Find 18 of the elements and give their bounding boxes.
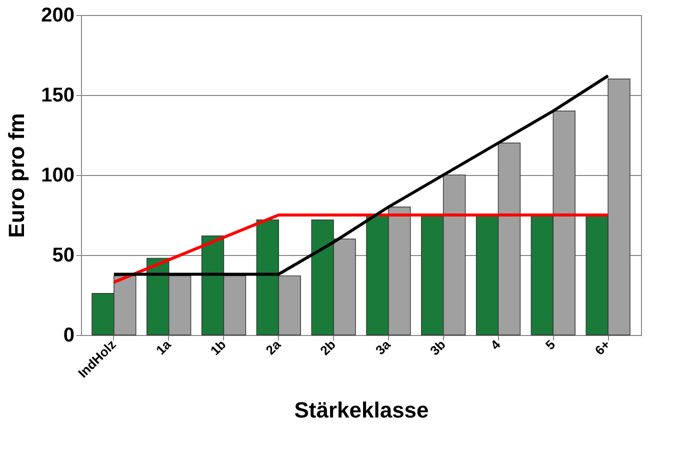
y-axis-title: Euro pro fm bbox=[4, 113, 30, 238]
y-tick-label: 50 bbox=[52, 244, 74, 266]
x-tick-label: 2a bbox=[262, 336, 284, 358]
y-tick-label: 100 bbox=[41, 164, 74, 186]
y-tick-label: 0 bbox=[63, 324, 74, 346]
x-tick-label: 3b bbox=[426, 336, 448, 358]
x-tick-label: 6+ bbox=[592, 336, 614, 358]
y-tick-label: 150 bbox=[41, 84, 74, 106]
x-tick-label: 3a bbox=[372, 336, 394, 358]
line-series bbox=[112, 214, 610, 284]
x-axis-title: Stärkeklasse bbox=[294, 398, 429, 423]
x-tick-label: 1a bbox=[152, 336, 174, 358]
x-tick-label: 1b bbox=[207, 336, 229, 358]
line-series bbox=[112, 74, 610, 276]
x-tick-label: 5 bbox=[542, 336, 558, 353]
x-tick-label: 4 bbox=[487, 336, 504, 353]
y-tick-label: 200 bbox=[41, 4, 74, 26]
x-tick-label: 2b bbox=[317, 336, 339, 358]
